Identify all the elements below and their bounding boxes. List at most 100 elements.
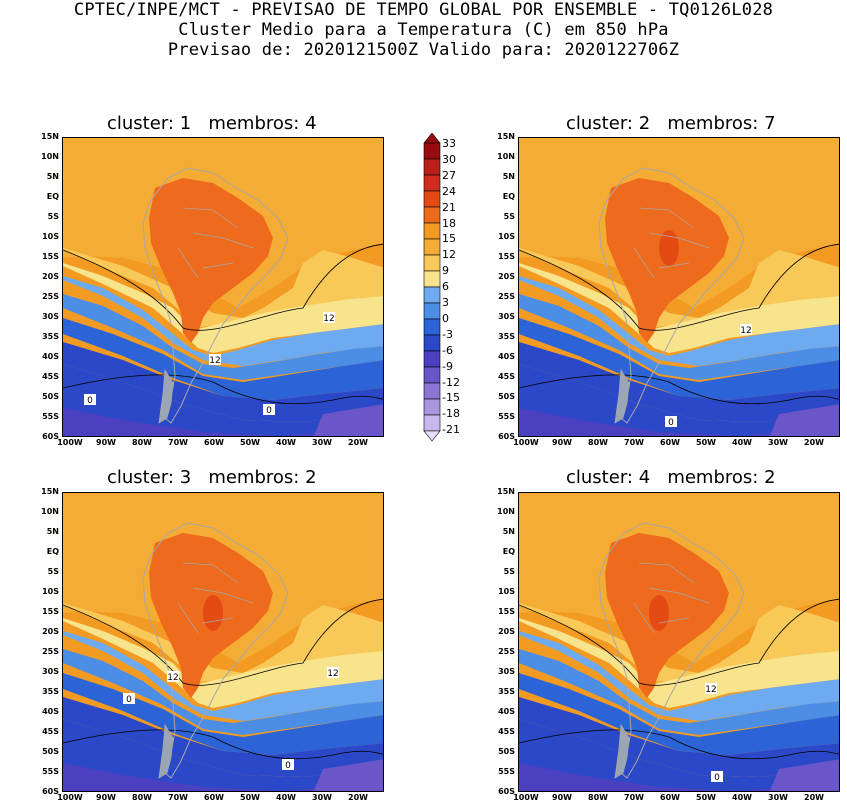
lat-tick-label: 10S [42, 587, 59, 596]
lon-tick-label: 100W [513, 438, 539, 447]
lat-tick-label: 20S [42, 627, 59, 636]
lat-tick-label: 10N [497, 152, 515, 161]
lon-tick-label: 90W [96, 793, 116, 802]
panel-title: cluster: 1 membros: 4 [107, 113, 317, 134]
colorbar-tick-label: 30 [442, 152, 456, 166]
temperature-band [519, 263, 839, 353]
lat-tick-label: 5N [502, 527, 515, 536]
cluster-number: 1 [179, 113, 192, 134]
lat-tick-label: 10S [498, 587, 515, 596]
colorbar-segment [423, 158, 441, 176]
temperature-band [63, 719, 383, 791]
lon-tick-label: 80W [132, 438, 152, 447]
contour-label-box [263, 404, 275, 415]
south-america-outline [142, 522, 289, 779]
temperature-band [519, 763, 839, 791]
lat-tick-label: 25S [498, 292, 515, 301]
contour-0 [519, 729, 839, 760]
contour-label-box [665, 416, 677, 427]
temperature-band [519, 342, 839, 422]
lon-tick-label: 100W [57, 793, 83, 802]
lat-tick-label: 20S [498, 627, 515, 636]
country-borders [633, 207, 710, 279]
header-line-3: Previsao de: 2020121500Z Valido para: 20… [167, 40, 680, 60]
lat-tick-label: 10N [497, 507, 515, 516]
contour-0 [519, 374, 839, 405]
temperature-band [63, 263, 383, 353]
temperature-band [519, 719, 839, 791]
lat-tick-label: 50S [42, 392, 59, 401]
temperature-band [63, 618, 383, 708]
temperature-band [63, 408, 383, 436]
lat-tick-label: 15S [498, 252, 515, 261]
lon-tick-label: 40W [276, 438, 296, 447]
temperature-map: 12 12 0 0 [62, 137, 384, 437]
temperature-band [63, 318, 383, 400]
colorbar-segment [423, 190, 441, 208]
patagonia-land [614, 723, 630, 779]
colorbar-tick-label: 0 [442, 311, 449, 325]
lon-tick-label: 80W [588, 438, 608, 447]
colorbar-segment [423, 302, 441, 320]
contour-label-box [327, 667, 339, 678]
lat-tick-label: 15N [497, 487, 515, 496]
lat-tick-label: 40S [42, 352, 59, 361]
lon-tick-label: 60W [660, 438, 680, 447]
contour-label-box [323, 312, 335, 323]
contour-label-box [209, 354, 221, 365]
temperature-band [313, 759, 383, 791]
temperature-band [519, 318, 839, 400]
header-line-2: Cluster Medio para a Temperatura (C) em … [178, 20, 669, 40]
cluster-number: 2 [638, 113, 651, 134]
patagonia-land [614, 368, 630, 424]
colorbar [422, 132, 442, 443]
contour-label: 0 [714, 773, 720, 783]
lat-tick-label: 20S [498, 272, 515, 281]
country-borders [633, 562, 710, 634]
colorbar-segment [423, 366, 441, 384]
temperature-band [769, 404, 839, 436]
contour-12 [63, 243, 383, 331]
lat-tick-label: 50S [42, 747, 59, 756]
colorbar-segment [423, 398, 441, 416]
colorbar-tick-label: 12 [442, 248, 456, 262]
lat-tick-label: 15N [41, 487, 59, 496]
lat-tick-label: 5S [503, 212, 515, 221]
lat-tick-label: 10N [41, 152, 59, 161]
lat-tick-label: 35S [42, 687, 59, 696]
lon-tick-label: 50W [696, 793, 716, 802]
membros-label: membros: [667, 467, 759, 488]
membros-number: 7 [764, 113, 776, 134]
lon-tick-label: 60W [660, 793, 680, 802]
contour-label: 12 [740, 326, 751, 336]
contour-label: 0 [668, 418, 674, 428]
hot-spot [649, 595, 669, 631]
contour-label: 12 [209, 356, 220, 366]
temperature-band [519, 631, 839, 721]
lat-tick-label: 55S [498, 767, 515, 776]
lon-tick-label: 80W [132, 793, 152, 802]
lon-tick-label: 20W [804, 438, 824, 447]
lat-tick-label: 5N [46, 172, 59, 181]
temperature-band [519, 618, 839, 708]
colorbar-segment [423, 318, 441, 336]
colorbar-tick-label: -9 [442, 359, 453, 373]
lon-tick-label: 20W [348, 793, 368, 802]
colorbar-tick-label: 18 [442, 216, 456, 230]
header-line-1: CPTEC/INPE/MCT - PREVISAO DE TEMPO GLOBA… [73, 0, 774, 20]
colorbar-segment [423, 174, 441, 192]
lat-tick-label: 40S [498, 707, 515, 716]
membros-label: membros: [208, 467, 300, 488]
lat-tick-label: 60S [498, 787, 515, 796]
south-america-outline [598, 522, 745, 779]
lon-tick-label: 30W [768, 793, 788, 802]
membros-number: 2 [305, 467, 317, 488]
lat-tick-label: EQ [502, 547, 515, 556]
lat-tick-label: 40S [498, 352, 515, 361]
colorbar-segment [423, 350, 441, 368]
panel-title: cluster: 3 membros: 2 [107, 467, 317, 488]
lat-tick-label: 30S [498, 312, 515, 321]
lon-tick-label: 100W [513, 793, 539, 802]
contour-12 [63, 598, 383, 686]
colorbar-tick-label: 9 [442, 264, 449, 278]
